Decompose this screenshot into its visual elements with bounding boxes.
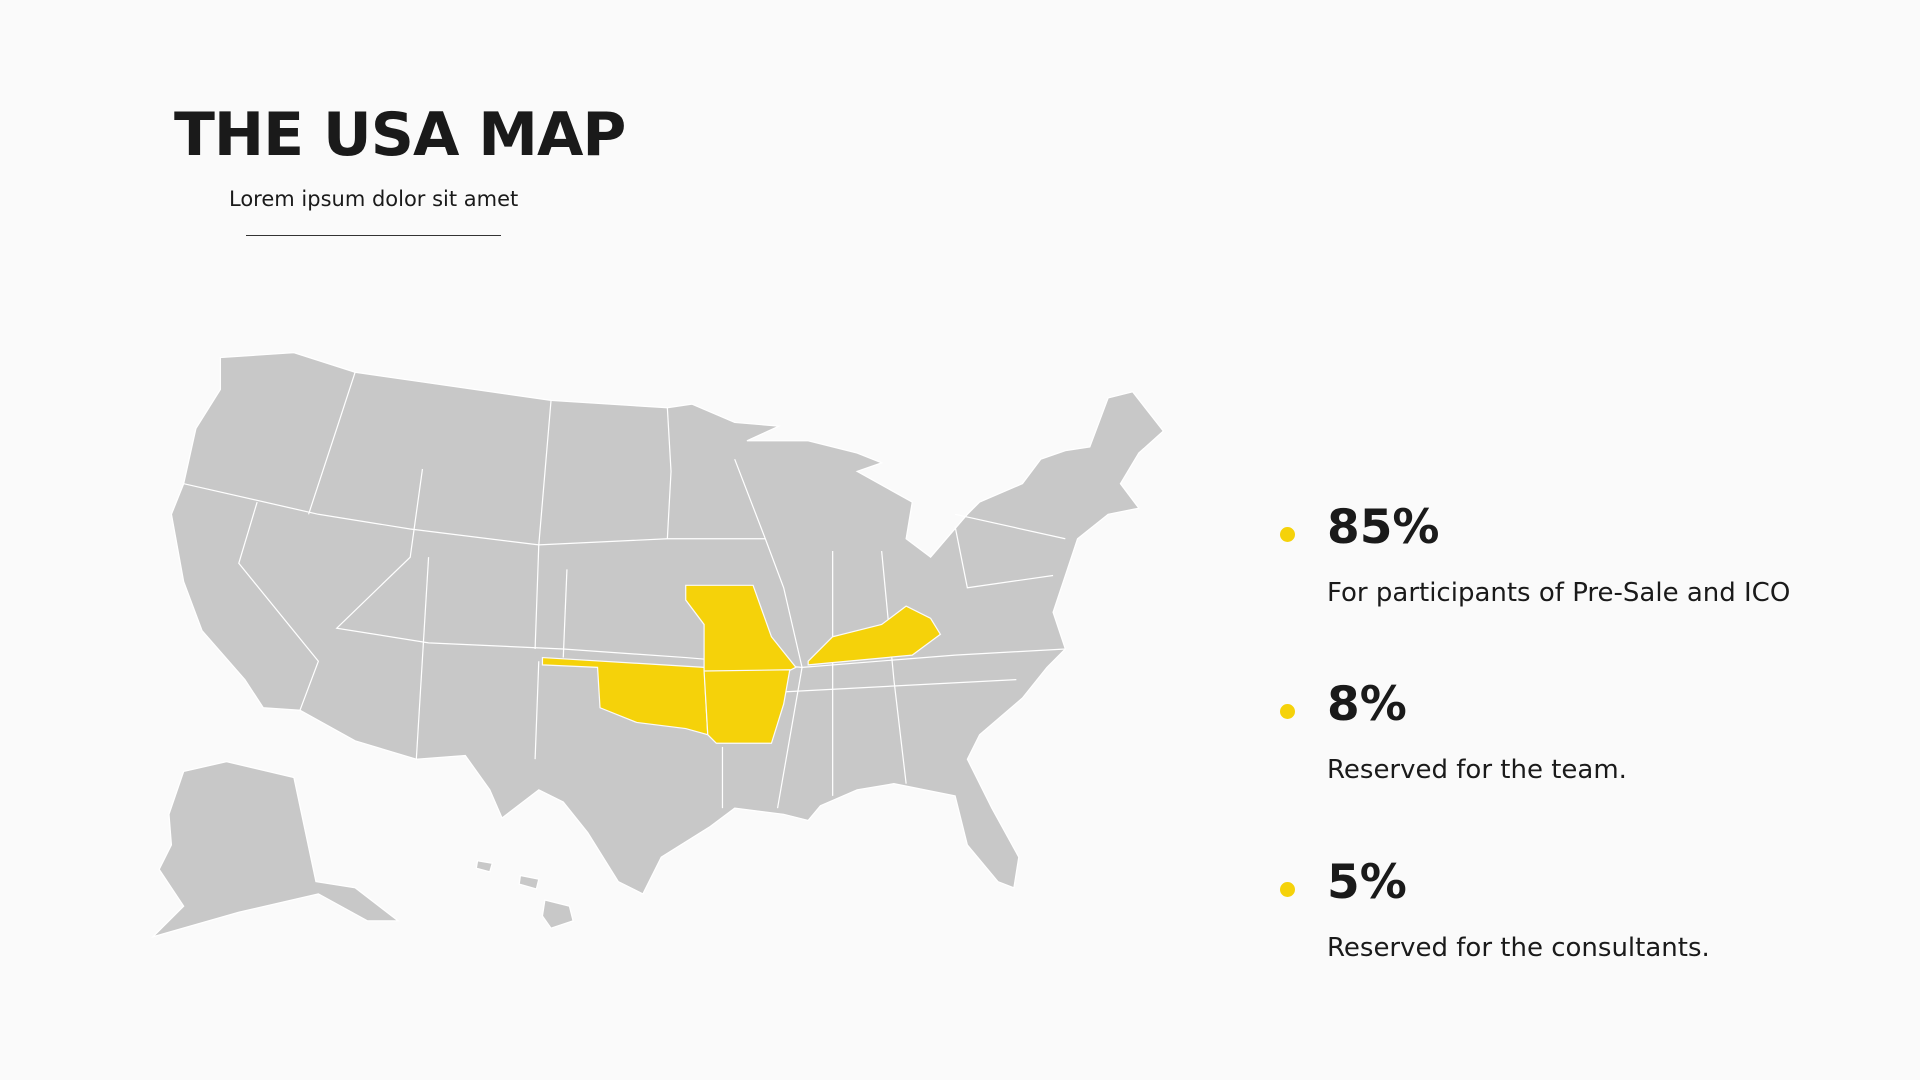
stat-label: Reserved for the consultants. <box>1327 933 1710 963</box>
bullet <box>1280 527 1295 542</box>
subtitle: Lorem ipsum dolor sit amet <box>229 187 519 211</box>
stat-value: 8% <box>1327 677 1407 732</box>
state-borders <box>183 372 1066 809</box>
hawaii <box>475 860 494 873</box>
stat-value: 85% <box>1327 500 1440 555</box>
stat-label: For participants of Pre-Sale and ICO <box>1327 578 1791 608</box>
mainland <box>170 352 1165 895</box>
alaska <box>150 761 400 938</box>
kentucky <box>807 605 942 666</box>
hawaii <box>518 874 540 890</box>
bullet <box>1280 704 1295 719</box>
divider <box>246 235 501 236</box>
title: THE USA MAP <box>174 100 626 170</box>
stat-label: Reserved for the team. <box>1327 755 1627 785</box>
bullet <box>1280 882 1295 897</box>
hawaii <box>541 899 574 929</box>
stat-value: 5% <box>1327 855 1407 910</box>
arkansas <box>703 669 791 744</box>
